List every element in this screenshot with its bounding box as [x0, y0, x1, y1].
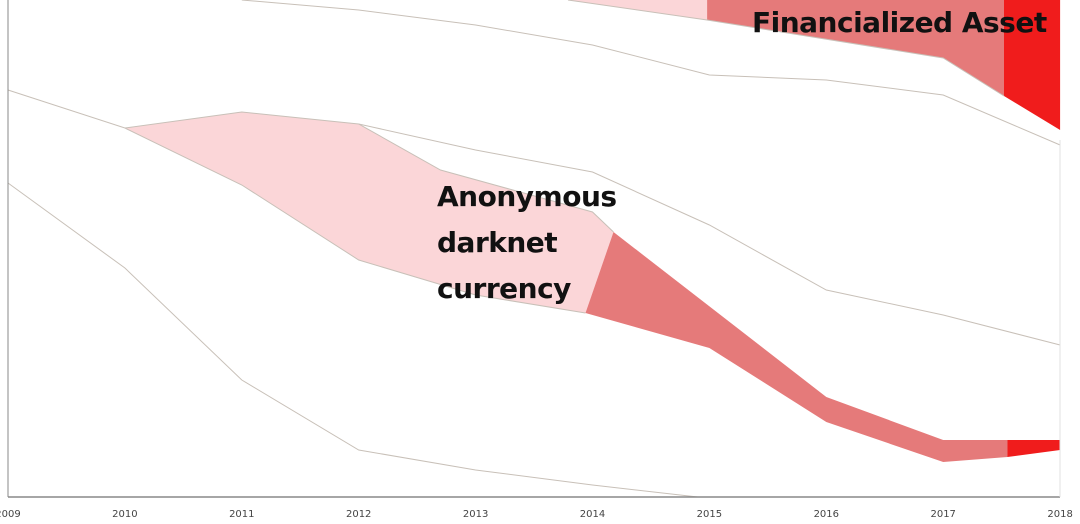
stream-boundary-upper	[241, 0, 1061, 146]
annotation-line-1: Anonymous	[437, 180, 617, 213]
x-tick-label-2017: 2017	[930, 509, 955, 520]
annotation-line-2: darknet	[437, 226, 558, 259]
stream-boundary-middle	[7, 89, 1061, 346]
stream-boundary-lower	[7, 182, 698, 498]
annotation-line-3: currency	[437, 272, 571, 305]
annotation-anonymous-darknet-currency: Anonymous darknet currency	[437, 174, 617, 312]
band-anonymous-mid	[585, 232, 1008, 462]
band-financialized-late	[1004, 0, 1061, 130]
x-tick-label-2018: 2018	[1047, 509, 1072, 520]
x-tick-label-2011: 2011	[229, 509, 254, 520]
stream-boundary-anonymous-top	[358, 123, 614, 233]
stream-boundary-financialized	[567, 0, 1005, 97]
x-tick-label-2016: 2016	[814, 509, 839, 520]
stream-boundary-anonymous-bottom	[124, 127, 586, 314]
band-anonymous-early	[124, 112, 614, 313]
x-tick-label-2012: 2012	[346, 509, 371, 520]
annotation-financialized-asset: Financialized Asset	[752, 6, 1047, 39]
band-financialized-mid	[707, 0, 1004, 96]
x-tick-label-2009: 2009	[0, 509, 21, 520]
x-tick-label-2014: 2014	[580, 509, 605, 520]
x-tick-label-2013: 2013	[463, 509, 488, 520]
x-tick-label-2010: 2010	[112, 509, 137, 520]
x-tick-label-2015: 2015	[697, 509, 722, 520]
band-anonymous-late	[1007, 440, 1061, 457]
